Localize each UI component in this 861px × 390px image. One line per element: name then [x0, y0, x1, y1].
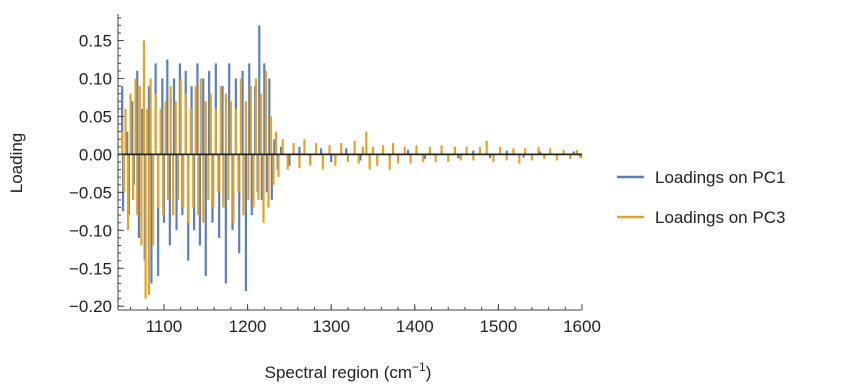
- y-tick-label: 0.05: [79, 107, 112, 126]
- series-layer: [121, 25, 583, 299]
- y-tick-label: 0.10: [79, 70, 112, 89]
- x-tick-label: 1600: [563, 317, 601, 336]
- x-tick-label: 1200: [229, 317, 267, 336]
- y-tick-label: 0.00: [79, 145, 112, 164]
- x-tick-label: 1300: [312, 317, 350, 336]
- legend-item-pc1: Loadings on PC1: [617, 168, 785, 187]
- x-axis-label: Spectral region (cm−1): [265, 360, 432, 382]
- y-tick-label: −0.15: [69, 259, 112, 278]
- y-tick-label: −0.05: [69, 183, 112, 202]
- legend-item-pc3: Loadings on PC3: [617, 208, 785, 227]
- x-axis-label-close: ): [426, 363, 432, 382]
- x-tick-label: 1400: [396, 317, 434, 336]
- legend-label-pc3: Loadings on PC3: [655, 208, 785, 227]
- axes-layer: 1100 1200 1300 1400 1500 1600 0.15 0.10 0.05 0.00…: [69, 14, 601, 336]
- series-pc1: [121, 25, 582, 292]
- y-axis-label: Loading: [7, 133, 26, 194]
- y-tick-label: −0.10: [69, 221, 112, 240]
- x-tick-label: 1100: [146, 317, 183, 336]
- y-tick-label: 0.15: [79, 32, 112, 51]
- x-axis-label-unit-exponent: −1: [412, 360, 426, 374]
- legend-label-pc1: Loadings on PC1: [655, 168, 785, 187]
- y-tick-label: −0.20: [69, 297, 112, 316]
- x-tick-label: 1500: [479, 317, 517, 336]
- series-pc3: [121, 40, 583, 299]
- legend: Loadings on PC1 Loadings on PC3: [617, 168, 785, 227]
- x-axis-label-main: Spectral region (cm: [265, 363, 412, 382]
